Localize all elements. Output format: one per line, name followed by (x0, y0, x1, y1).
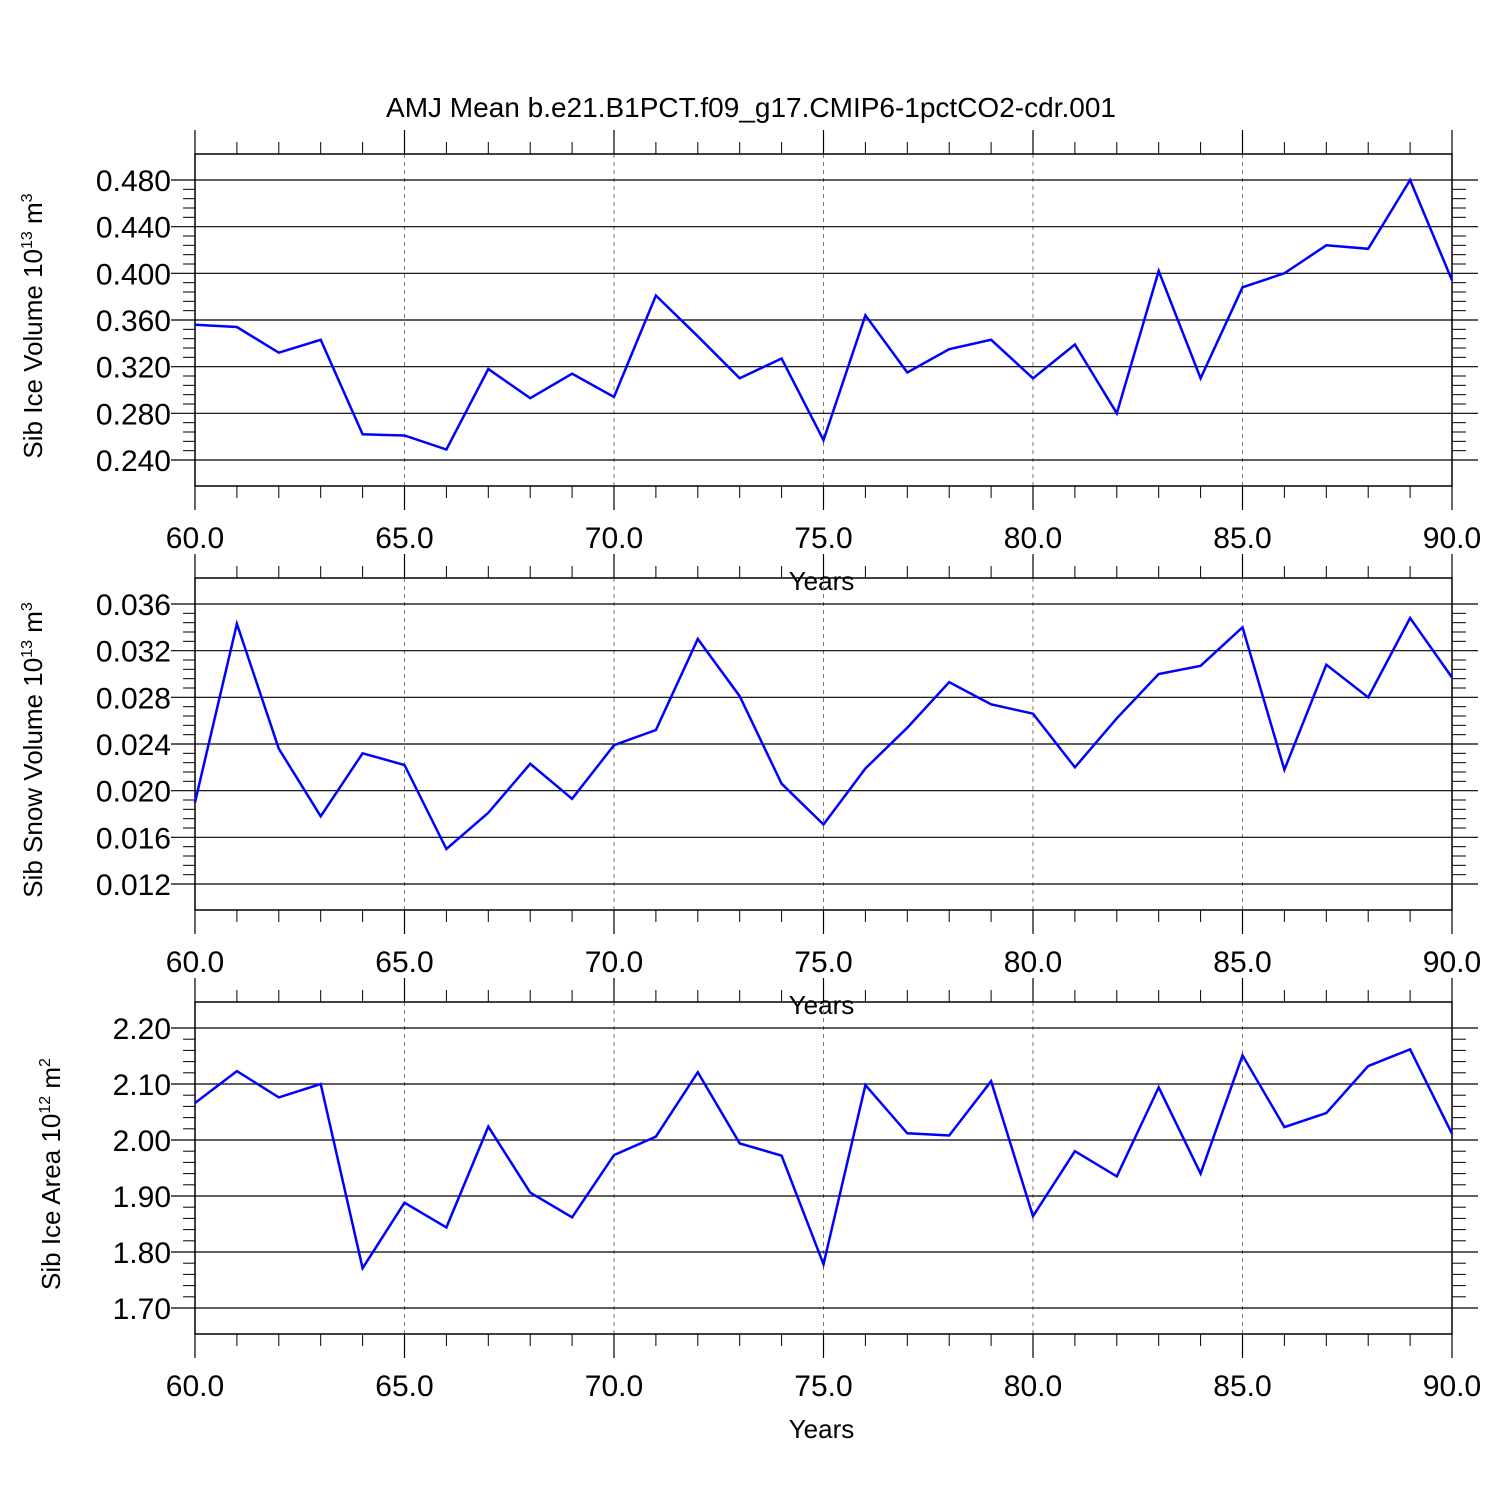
y-tick-label: 0.032 (96, 636, 171, 669)
y-tick-label: 2.10 (113, 1069, 171, 1102)
x-tick-label: 85.0 (1213, 946, 1271, 979)
x-tick-label: 80.0 (1004, 1370, 1062, 1403)
y-tick-label: 2.20 (113, 1013, 171, 1046)
y-tick-label: 0.028 (96, 682, 171, 715)
x-tick-label: 60.0 (166, 522, 224, 555)
x-tick-label: 80.0 (1004, 946, 1062, 979)
y-axis-label: Sib Ice Area 1012 m2 (36, 1058, 66, 1290)
y-tick-label: 0.024 (96, 729, 171, 762)
x-tick-label: 90.0 (1423, 946, 1481, 979)
y-tick-label: 0.240 (96, 445, 171, 478)
x-tick-label: 65.0 (375, 522, 433, 555)
y-tick-label: 0.012 (96, 869, 171, 902)
y-tick-label: 1.80 (113, 1237, 171, 1270)
y-tick-label: 1.70 (113, 1293, 171, 1326)
y-axis-label: Sib Ice Volume 1013 m3 (18, 193, 48, 458)
series-line (194, 177, 1454, 452)
x-tick-label: 70.0 (585, 1370, 643, 1403)
x-tick-label: 60.0 (166, 1370, 224, 1403)
y-tick-label: 0.020 (96, 776, 171, 809)
x-tick-label: 90.0 (1423, 522, 1481, 555)
y-tick-label: 0.480 (96, 165, 171, 198)
x-tick-label: 75.0 (794, 522, 852, 555)
x-axis-label: Years (789, 990, 855, 1020)
x-tick-label: 80.0 (1004, 522, 1062, 555)
x-tick-label: 70.0 (585, 946, 643, 979)
panel-3: 1.70 1.80 1.90 2.00 2.10 2.20 60.0 65.0 70.0 75.0… (36, 978, 1481, 1444)
x-tick-label: 85.0 (1213, 1370, 1271, 1403)
y-tick-label: 0.036 (96, 589, 171, 622)
figure-title: AMJ Mean b.e21.B1PCT.f09_g17.CMIP6-1pctC… (386, 92, 1116, 123)
series-line (193, 615, 1454, 851)
x-tick-label: 60.0 (166, 946, 224, 979)
y-tick-label: 0.400 (96, 258, 171, 291)
x-tick-label: 65.0 (375, 946, 433, 979)
x-tick-label: 85.0 (1213, 522, 1271, 555)
y-tick-label: 0.016 (96, 822, 171, 855)
panel-1: 0.240 0.280 0.320 0.360 0.400 0.440 0.480 60.0 6… (18, 130, 1481, 596)
y-tick-label: 1.90 (113, 1181, 171, 1214)
x-axis-label: Years (789, 566, 855, 596)
panels: 0.240 0.280 0.320 0.360 0.400 0.440 0.480 60.0 6… (18, 130, 1481, 1444)
y-axis-label: Sib Snow Volume 1013 m3 (18, 602, 48, 898)
y-tick-label: 2.00 (113, 1125, 171, 1158)
x-axis-label: Years (789, 1414, 855, 1444)
y-tick-label: 0.280 (96, 398, 171, 431)
series-line (194, 1047, 1454, 1272)
x-tick-label: 75.0 (794, 1370, 852, 1403)
y-tick-label: 0.440 (96, 212, 171, 245)
x-tick-label: 75.0 (794, 946, 852, 979)
x-tick-label: 65.0 (375, 1370, 433, 1403)
y-tick-label: 0.320 (96, 352, 171, 385)
y-tick-label: 0.360 (96, 305, 171, 338)
x-tick-label: 70.0 (585, 522, 643, 555)
x-tick-label: 90.0 (1423, 1370, 1481, 1403)
panel-2: 0.012 0.016 0.020 0.024 0.028 0.032 0.036 60.0 6… (18, 554, 1481, 1020)
